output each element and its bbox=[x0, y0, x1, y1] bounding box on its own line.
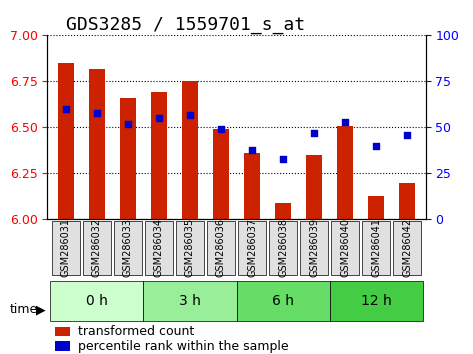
FancyBboxPatch shape bbox=[176, 221, 204, 275]
Bar bbox=[275, 203, 291, 219]
Text: time: time bbox=[9, 303, 38, 316]
Text: 6 h: 6 h bbox=[272, 294, 294, 308]
Bar bbox=[151, 92, 166, 219]
Bar bbox=[58, 63, 74, 219]
Text: GSM286042: GSM286042 bbox=[402, 218, 412, 278]
Point bbox=[372, 143, 380, 149]
Bar bbox=[55, 327, 70, 336]
FancyBboxPatch shape bbox=[393, 221, 421, 275]
FancyBboxPatch shape bbox=[236, 281, 330, 321]
Point bbox=[186, 112, 194, 118]
Point bbox=[403, 132, 411, 138]
Bar bbox=[182, 81, 198, 219]
Text: GSM286035: GSM286035 bbox=[185, 218, 195, 278]
Text: 0 h: 0 h bbox=[86, 294, 108, 308]
Bar bbox=[307, 155, 322, 219]
Bar bbox=[120, 98, 136, 219]
FancyBboxPatch shape bbox=[114, 221, 142, 275]
Text: GSM286037: GSM286037 bbox=[247, 218, 257, 278]
Text: GSM286032: GSM286032 bbox=[92, 218, 102, 278]
Text: GSM286036: GSM286036 bbox=[216, 218, 226, 277]
Bar bbox=[213, 129, 229, 219]
Text: 12 h: 12 h bbox=[361, 294, 392, 308]
Text: GSM286038: GSM286038 bbox=[278, 218, 288, 277]
FancyBboxPatch shape bbox=[145, 221, 173, 275]
Bar bbox=[55, 341, 70, 351]
Point bbox=[124, 121, 131, 127]
Text: GSM286040: GSM286040 bbox=[340, 218, 350, 277]
Bar bbox=[399, 183, 415, 219]
Point bbox=[342, 119, 349, 125]
FancyBboxPatch shape bbox=[83, 221, 111, 275]
Point bbox=[93, 110, 101, 115]
Point bbox=[248, 147, 256, 152]
FancyBboxPatch shape bbox=[330, 281, 422, 321]
Text: percentile rank within the sample: percentile rank within the sample bbox=[78, 339, 288, 353]
Bar bbox=[89, 69, 105, 219]
FancyBboxPatch shape bbox=[207, 221, 235, 275]
Text: transformed count: transformed count bbox=[78, 325, 194, 338]
FancyBboxPatch shape bbox=[269, 221, 297, 275]
FancyBboxPatch shape bbox=[300, 221, 328, 275]
Text: GSM286034: GSM286034 bbox=[154, 218, 164, 277]
Text: ▶: ▶ bbox=[35, 303, 45, 316]
Bar bbox=[337, 126, 353, 219]
FancyBboxPatch shape bbox=[51, 281, 143, 321]
FancyBboxPatch shape bbox=[238, 221, 266, 275]
FancyBboxPatch shape bbox=[362, 221, 390, 275]
Text: 3 h: 3 h bbox=[179, 294, 201, 308]
Text: GSM286033: GSM286033 bbox=[123, 218, 133, 277]
Point bbox=[310, 130, 318, 136]
Text: GDS3285 / 1559701_s_at: GDS3285 / 1559701_s_at bbox=[66, 16, 306, 34]
Text: GSM286031: GSM286031 bbox=[61, 218, 71, 277]
FancyBboxPatch shape bbox=[331, 221, 359, 275]
Text: GSM286041: GSM286041 bbox=[371, 218, 381, 277]
Bar bbox=[368, 195, 384, 219]
Text: GSM286039: GSM286039 bbox=[309, 218, 319, 277]
Bar bbox=[244, 153, 260, 219]
Point bbox=[62, 106, 70, 112]
FancyBboxPatch shape bbox=[143, 281, 236, 321]
Point bbox=[217, 126, 225, 132]
FancyBboxPatch shape bbox=[52, 221, 80, 275]
Point bbox=[279, 156, 287, 161]
Point bbox=[155, 115, 163, 121]
